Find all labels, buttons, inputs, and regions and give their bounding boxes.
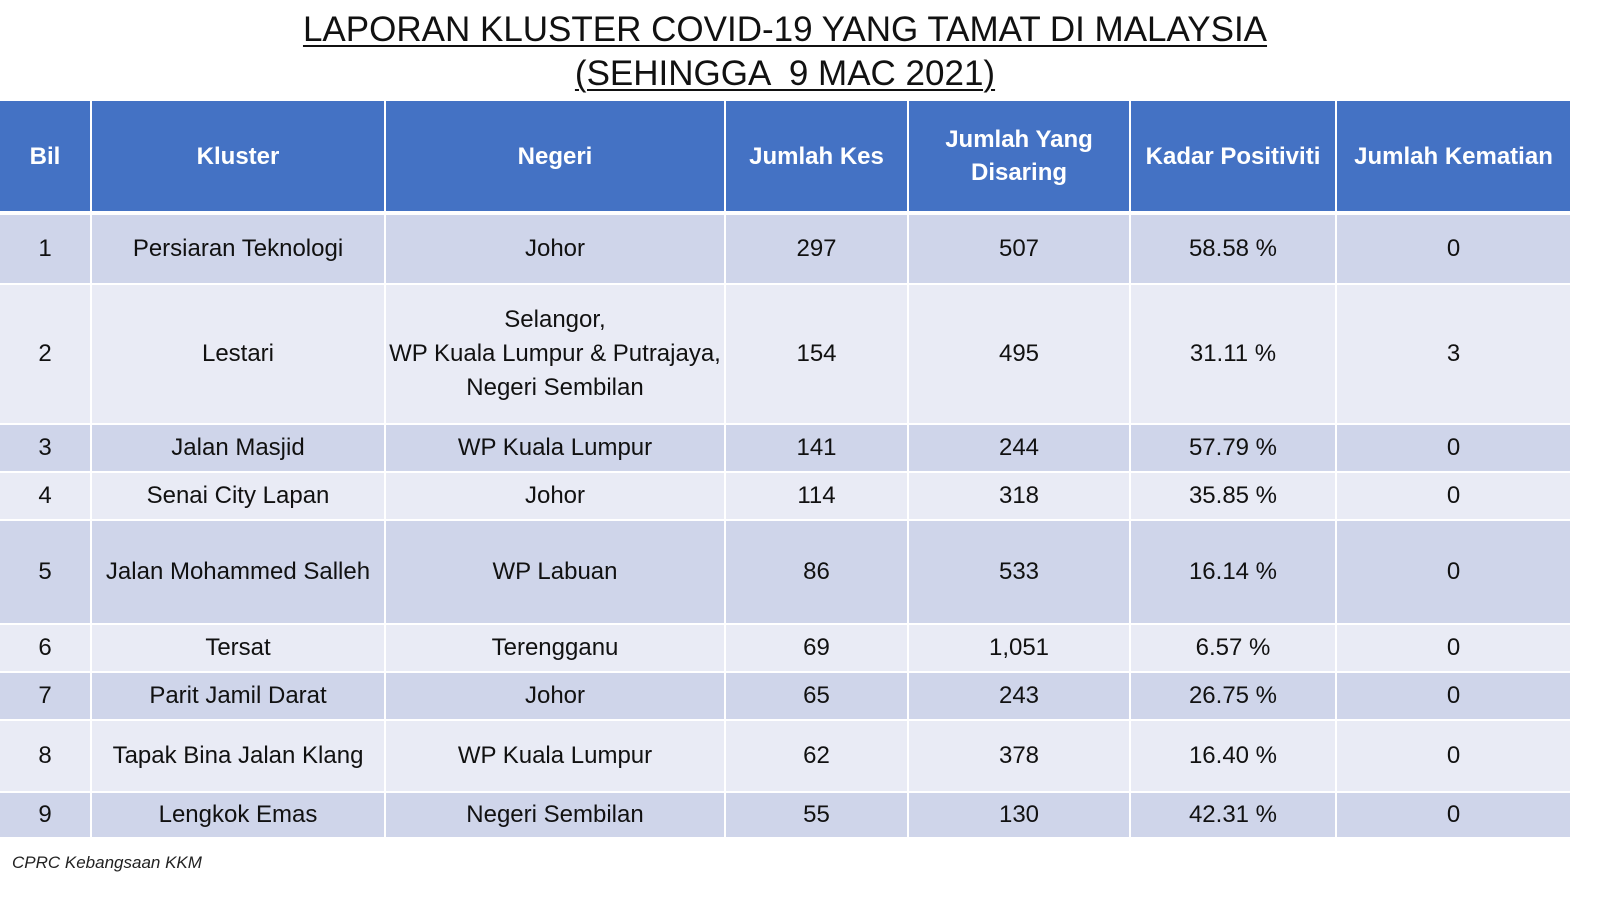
cell-kadar-positiviti: 6.57 % (1131, 625, 1337, 673)
cell-bil: 3 (0, 425, 92, 473)
cell-jumlah-kematian: 3 (1337, 285, 1570, 425)
source-note: CPRC Kebangsaan KKM (12, 853, 202, 872)
table-row: 8 Tapak Bina Jalan Klang WP Kuala Lumpur… (0, 721, 1570, 793)
cell-kluster: Lengkok Emas (92, 793, 386, 839)
cell-jumlah-kes: 62 (726, 721, 909, 793)
cell-jumlah-disaring: 130 (909, 793, 1131, 839)
cell-bil: 6 (0, 625, 92, 673)
cell-negeri: WP Kuala Lumpur (386, 721, 726, 793)
cell-jumlah-kes: 55 (726, 793, 909, 839)
header-kadar-positiviti: Kadar Positiviti (1131, 101, 1337, 215)
cell-jumlah-kes: 154 (726, 285, 909, 425)
table-row: 5 Jalan Mohammed Salleh WP Labuan 86 533… (0, 521, 1570, 625)
cluster-table: Bil Kluster Negeri Jumlah Kes Jumlah Yan… (0, 101, 1570, 839)
cell-jumlah-kematian: 0 (1337, 425, 1570, 473)
cell-kadar-positiviti: 35.85 % (1131, 473, 1337, 521)
header-jumlah-kes: Jumlah Kes (726, 101, 909, 215)
table-row: 3 Jalan Masjid WP Kuala Lumpur 141 244 5… (0, 425, 1570, 473)
cell-negeri: WP Kuala Lumpur (386, 425, 726, 473)
cell-jumlah-disaring: 244 (909, 425, 1131, 473)
cell-jumlah-kes: 114 (726, 473, 909, 521)
table-row: 9 Lengkok Emas Negeri Sembilan 55 130 42… (0, 793, 1570, 839)
cell-kluster: Senai City Lapan (92, 473, 386, 521)
cell-jumlah-disaring: 243 (909, 673, 1131, 721)
cell-kadar-positiviti: 57.79 % (1131, 425, 1337, 473)
cell-bil: 5 (0, 521, 92, 625)
title-line-1: LAPORAN KLUSTER COVID-19 YANG TAMAT DI M… (302, 10, 1268, 49)
cell-jumlah-kes: 86 (726, 521, 909, 625)
cell-negeri: Johor (386, 673, 726, 721)
cell-jumlah-disaring: 1,051 (909, 625, 1131, 673)
cell-negeri: WP Labuan (386, 521, 726, 625)
table-row: 6 Tersat Terengganu 69 1,051 6.57 % 0 (0, 625, 1570, 673)
table-header-row: Bil Kluster Negeri Jumlah Kes Jumlah Yan… (0, 101, 1570, 215)
header-jumlah-disaring: Jumlah Yang Disaring (909, 101, 1131, 215)
cell-jumlah-disaring: 495 (909, 285, 1131, 425)
cell-negeri: Selangor, WP Kuala Lumpur & Putrajaya, N… (386, 285, 726, 425)
title-line-2: (SEHINGGA 9 MAC 2021) (574, 54, 996, 93)
report-title: LAPORAN KLUSTER COVID-19 YANG TAMAT DI M… (0, 8, 1570, 96)
cell-kadar-positiviti: 58.58 % (1131, 215, 1337, 285)
cell-bil: 9 (0, 793, 92, 839)
cell-jumlah-kematian: 0 (1337, 521, 1570, 625)
cell-jumlah-kematian: 0 (1337, 473, 1570, 521)
header-bil: Bil (0, 101, 92, 215)
cell-negeri: Terengganu (386, 625, 726, 673)
cell-kluster: Parit Jamil Darat (92, 673, 386, 721)
table-row: 1 Persiaran Teknologi Johor 297 507 58.5… (0, 215, 1570, 285)
cell-jumlah-kes: 65 (726, 673, 909, 721)
cell-negeri: Johor (386, 473, 726, 521)
cell-kadar-positiviti: 31.11 % (1131, 285, 1337, 425)
cell-jumlah-kes: 69 (726, 625, 909, 673)
cell-jumlah-kematian: 0 (1337, 673, 1570, 721)
cell-kadar-positiviti: 26.75 % (1131, 673, 1337, 721)
cell-jumlah-kematian: 0 (1337, 721, 1570, 793)
cell-kluster: Tapak Bina Jalan Klang (92, 721, 386, 793)
header-jumlah-kematian: Jumlah Kematian (1337, 101, 1570, 215)
cell-kluster: Persiaran Teknologi (92, 215, 386, 285)
cell-bil: 7 (0, 673, 92, 721)
cell-jumlah-kematian: 0 (1337, 625, 1570, 673)
table-row: 7 Parit Jamil Darat Johor 65 243 26.75 %… (0, 673, 1570, 721)
table-row: 4 Senai City Lapan Johor 114 318 35.85 %… (0, 473, 1570, 521)
cell-kluster: Tersat (92, 625, 386, 673)
cell-negeri: Johor (386, 215, 726, 285)
cell-jumlah-kes: 297 (726, 215, 909, 285)
cell-jumlah-disaring: 378 (909, 721, 1131, 793)
cell-kadar-positiviti: 42.31 % (1131, 793, 1337, 839)
header-kluster: Kluster (92, 101, 386, 215)
cell-kadar-positiviti: 16.40 % (1131, 721, 1337, 793)
cell-bil: 4 (0, 473, 92, 521)
cell-jumlah-kes: 141 (726, 425, 909, 473)
header-negeri: Negeri (386, 101, 726, 215)
cell-jumlah-kematian: 0 (1337, 215, 1570, 285)
table-row: 2 Lestari Selangor, WP Kuala Lumpur & Pu… (0, 285, 1570, 425)
cell-bil: 2 (0, 285, 92, 425)
cell-kluster: Jalan Mohammed Salleh (92, 521, 386, 625)
cell-jumlah-disaring: 507 (909, 215, 1131, 285)
cell-jumlah-disaring: 533 (909, 521, 1131, 625)
cell-jumlah-disaring: 318 (909, 473, 1131, 521)
cell-jumlah-kematian: 0 (1337, 793, 1570, 839)
cell-bil: 1 (0, 215, 92, 285)
cell-kluster: Jalan Masjid (92, 425, 386, 473)
cell-kluster: Lestari (92, 285, 386, 425)
cell-kadar-positiviti: 16.14 % (1131, 521, 1337, 625)
cell-bil: 8 (0, 721, 92, 793)
cell-negeri: Negeri Sembilan (386, 793, 726, 839)
